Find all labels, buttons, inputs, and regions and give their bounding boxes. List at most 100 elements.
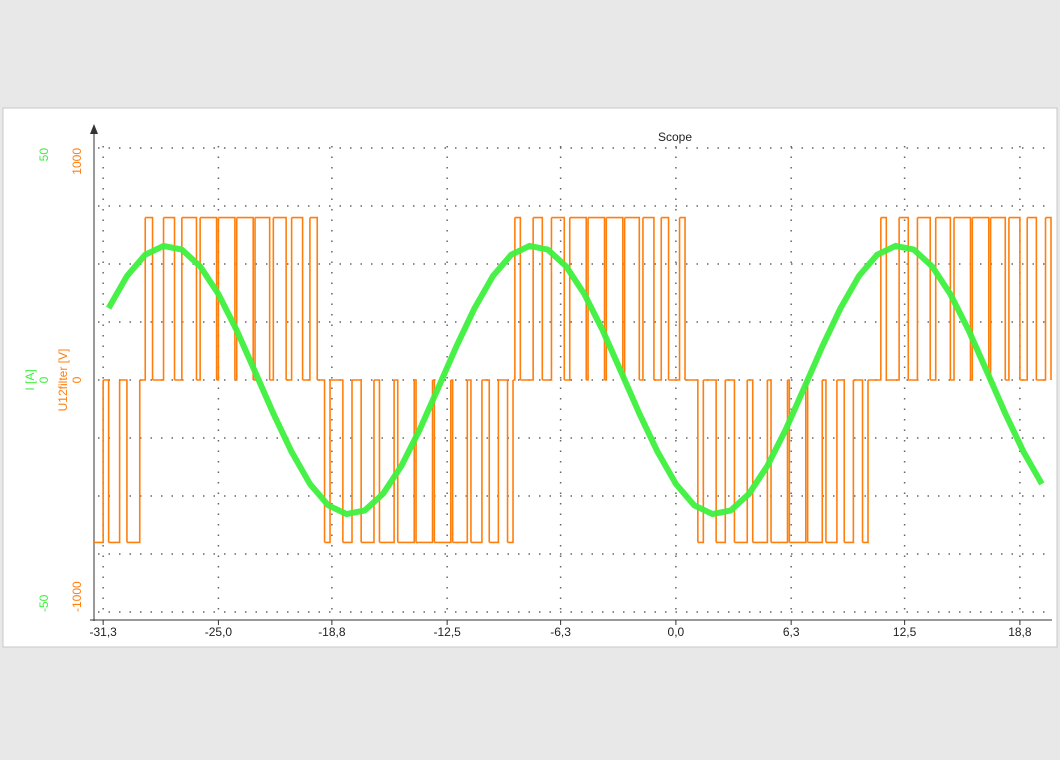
pwm-segment (507, 380, 514, 544)
pwm-segment (416, 380, 434, 544)
pwm-segment (886, 217, 900, 381)
pwm-segment (434, 380, 452, 544)
pwm-segment (234, 217, 238, 381)
pwm-segment (467, 379, 472, 543)
pwm-segment (752, 380, 769, 544)
pwm-segment (853, 379, 864, 543)
pwm-segment (822, 379, 827, 543)
pwm-segment (917, 216, 932, 380)
pwm-segment (139, 217, 147, 381)
pwm-segment (767, 379, 772, 543)
pwm-segment (342, 380, 353, 544)
pwm-segment (324, 380, 331, 544)
pwm-segment (604, 217, 608, 381)
pwm-segment (807, 380, 824, 544)
pwm-segment (352, 379, 362, 543)
y-tick-label: 0 (37, 376, 51, 383)
pwm-segment (432, 379, 436, 543)
x-tick-label: -31,3 (89, 625, 117, 639)
pwm-segment (489, 380, 500, 544)
pwm-segment (899, 216, 910, 380)
pwm-segment (498, 379, 509, 543)
pwm-segment (361, 380, 375, 544)
pwm-segment (880, 216, 888, 380)
pwm-segment (954, 216, 972, 380)
x-tick-label: -18,8 (318, 625, 346, 639)
pwm-segment (703, 379, 717, 543)
y-tick-label: 0 (70, 376, 84, 383)
pwm-segment (450, 379, 454, 543)
pwm-segment (697, 380, 705, 544)
chart-title: Scope (658, 130, 692, 144)
pwm-segment (414, 379, 417, 543)
pwm-segment (950, 217, 955, 381)
pwm-segment (1008, 216, 1021, 380)
pwm-segment (661, 216, 670, 380)
pwm-segment (394, 379, 399, 543)
pwm-segment (1036, 217, 1047, 381)
pwm-segment (716, 380, 727, 544)
pwm-segment (588, 216, 606, 380)
y-tick-label: -50 (37, 594, 51, 612)
x-tick-label: 6,3 (783, 625, 800, 639)
pwm-segment (685, 379, 699, 543)
x-tick-label: -12,5 (433, 625, 461, 639)
pwm-segment (119, 379, 128, 543)
pwm-segment (972, 216, 990, 380)
pwm-segment (317, 379, 326, 543)
pwm-segment (569, 216, 588, 380)
pwm-segment (291, 216, 304, 380)
pwm-segment (825, 380, 838, 544)
pwm-segment (152, 217, 165, 381)
pwm-segment (868, 217, 882, 381)
pwm-segment (514, 216, 522, 380)
y-tick-label: -1000 (70, 581, 84, 612)
pwm-segment (679, 216, 686, 380)
pwm-segment (734, 380, 749, 544)
pwm-segment (108, 380, 121, 544)
pwm-segment (269, 217, 275, 381)
pwm-segment (533, 216, 544, 380)
pwm-segment (379, 380, 395, 544)
pwm-segment (481, 379, 491, 543)
y2-axis-label: I [A] (23, 369, 37, 390)
pwm-segment (990, 216, 1007, 380)
pwm-segment (862, 380, 869, 544)
pwm-segment (373, 379, 381, 543)
pwm-segment (836, 379, 846, 543)
pwm-segment (908, 217, 919, 381)
x-tick-label: -25,0 (205, 625, 233, 639)
pwm-segment (273, 216, 287, 380)
pwm-segment (200, 216, 218, 380)
pwm-segment (94, 380, 104, 544)
y-tick-label: 1000 (70, 148, 84, 175)
pwm-segment (1019, 217, 1029, 381)
pwm-segment (216, 217, 220, 381)
pwm-segment (255, 216, 271, 380)
pwm-segment (126, 380, 141, 544)
pwm-segment (789, 380, 807, 544)
pwm-segment (174, 217, 183, 381)
pwm-segment (725, 379, 736, 543)
pwm-segment (145, 216, 154, 380)
pwm-segment (551, 216, 566, 380)
pwm-segment (668, 217, 681, 381)
x-tick-label: 18,8 (1008, 625, 1032, 639)
pwm-segment (286, 217, 293, 381)
pwm-segment (542, 217, 553, 381)
pwm-segment (642, 216, 655, 380)
pwm-segment (520, 217, 534, 381)
x-tick-label: 0,0 (668, 625, 685, 639)
y-axis-arrow (90, 124, 98, 134)
pwm-segment (586, 217, 589, 381)
pwm-segment (787, 379, 791, 543)
pwm-segment (513, 217, 516, 381)
pwm-signal (94, 216, 1052, 544)
pwm-segment (970, 217, 974, 381)
pwm-segment (1045, 216, 1052, 380)
pwm-segment (309, 216, 319, 380)
current-trace (106, 242, 1045, 518)
pwm-segment (653, 217, 663, 381)
